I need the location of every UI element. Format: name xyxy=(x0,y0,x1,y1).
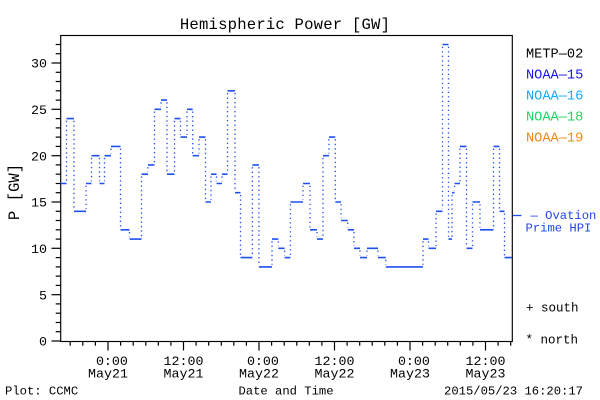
svg-text:5: 5 xyxy=(39,288,47,303)
svg-text:2015/05/23 16:20:17: 2015/05/23 16:20:17 xyxy=(444,385,583,399)
svg-text:NOAA—19: NOAA—19 xyxy=(526,132,583,147)
svg-text:20: 20 xyxy=(31,149,47,164)
svg-text:Prime HPI: Prime HPI xyxy=(526,222,592,236)
svg-text:12:00: 12:00 xyxy=(466,354,506,369)
svg-text:NOAA—16: NOAA—16 xyxy=(526,90,583,105)
svg-text:May21: May21 xyxy=(88,367,128,382)
svg-text:May21: May21 xyxy=(164,367,204,382)
svg-text:May23: May23 xyxy=(390,367,430,382)
svg-text:+ south: + south xyxy=(526,302,579,316)
svg-text:30: 30 xyxy=(31,57,47,72)
svg-text:May22: May22 xyxy=(239,367,279,382)
svg-text:NOAA—18: NOAA—18 xyxy=(526,111,583,126)
svg-text:0:00: 0:00 xyxy=(96,354,128,369)
svg-text:10: 10 xyxy=(31,242,47,257)
svg-text:* north: * north xyxy=(526,334,579,348)
svg-text:12:00: 12:00 xyxy=(315,354,355,369)
svg-text:25: 25 xyxy=(31,103,47,118)
svg-text:METP—02: METP—02 xyxy=(526,48,583,63)
svg-text:0: 0 xyxy=(39,335,47,350)
svg-text:NOAA—15: NOAA—15 xyxy=(526,69,583,84)
svg-text:May22: May22 xyxy=(315,367,355,382)
svg-text:0:00: 0:00 xyxy=(247,354,279,369)
svg-text:May23: May23 xyxy=(466,367,506,382)
svg-text:Hemispheric Power [GW]: Hemispheric Power [GW] xyxy=(180,16,390,34)
svg-text:15: 15 xyxy=(31,196,47,211)
svg-text:P [GW]: P [GW] xyxy=(6,164,24,220)
svg-text:— Ovation: — Ovation xyxy=(530,209,597,223)
svg-text:Date and Time: Date and Time xyxy=(238,385,333,399)
svg-text:12:00: 12:00 xyxy=(164,354,204,369)
svg-text:0:00: 0:00 xyxy=(398,354,430,369)
svg-text:Plot: CCMC: Plot: CCMC xyxy=(5,385,78,399)
